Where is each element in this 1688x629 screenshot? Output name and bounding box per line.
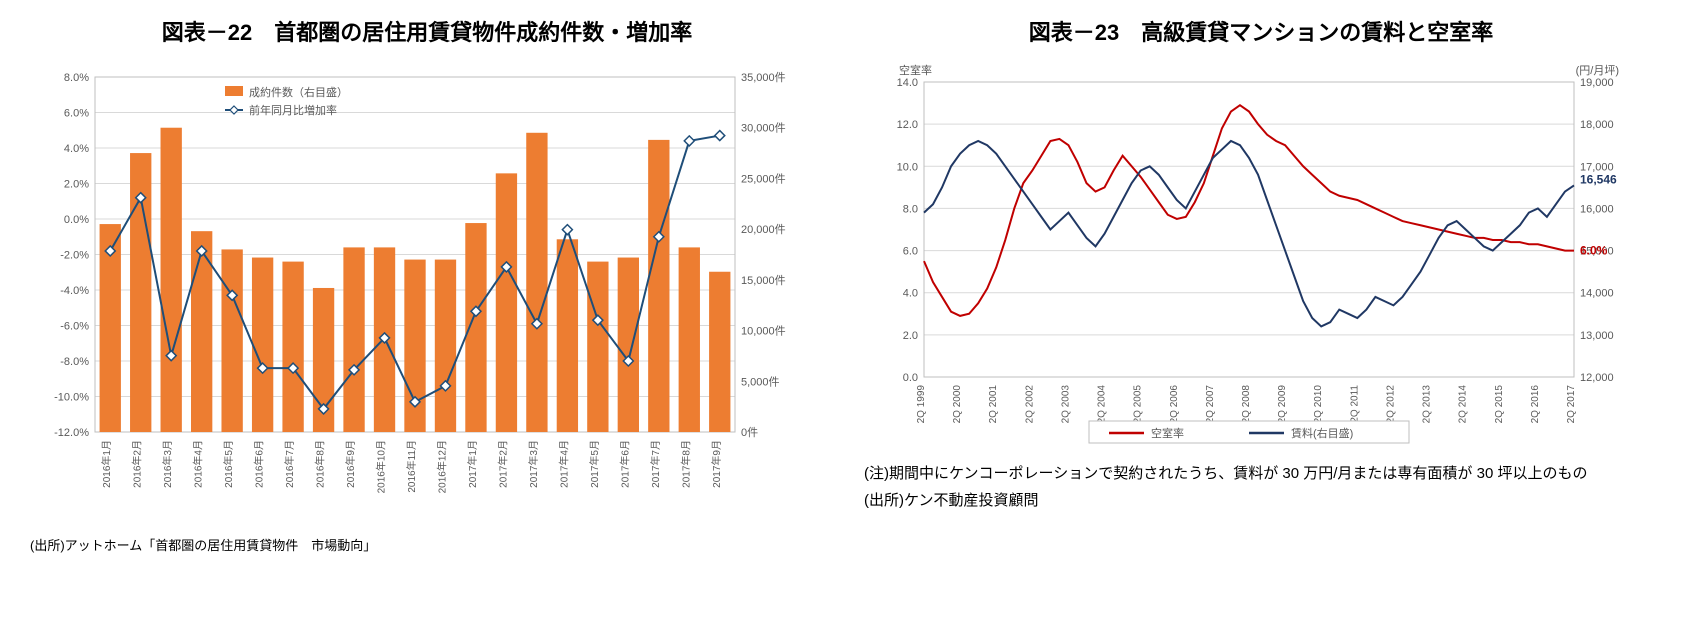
svg-text:2Q 2003: 2Q 2003	[1060, 385, 1071, 424]
svg-text:賃料(右目盛): 賃料(右目盛)	[1291, 426, 1353, 440]
svg-text:2Q 2014: 2Q 2014	[1458, 385, 1469, 424]
svg-text:2Q 2011: 2Q 2011	[1349, 385, 1360, 423]
svg-text:前年同月比増加率: 前年同月比増加率	[249, 103, 337, 117]
right-panel: 図表－23 高級賃貸マンションの賃料と空室率 空室率 (円/月坪) 0.0 2.0 4.…	[864, 15, 1658, 554]
svg-text:10.0: 10.0	[897, 161, 918, 173]
left-chart: -12.0% -10.0% -8.0% -6.0% -4.0% -2.0% 0.0% 2.0%…	[30, 57, 824, 527]
svg-text:18,000: 18,000	[1580, 119, 1614, 131]
right-source: (出所)ケン不動産投資顧問	[864, 490, 1658, 511]
left-source: (出所)アットホーム「首都圏の居住用賃貸物件 市場動向」	[30, 535, 824, 554]
svg-text:2Q 1999: 2Q 1999	[916, 385, 927, 424]
svg-text:2016年11月: 2016年11月	[405, 440, 418, 493]
svg-text:2017年4月: 2017年4月	[557, 440, 570, 488]
svg-text:2016年9月: 2016年9月	[344, 440, 357, 488]
svg-text:2016年4月: 2016年4月	[192, 440, 205, 488]
svg-text:19,000: 19,000	[1580, 77, 1614, 89]
svg-text:-6.0%: -6.0%	[60, 321, 89, 333]
svg-text:35,000件: 35,000件	[741, 71, 786, 84]
svg-text:15,000件: 15,000件	[741, 274, 786, 287]
svg-text:2016年7月: 2016年7月	[283, 440, 296, 488]
svg-text:2Q 2006: 2Q 2006	[1169, 385, 1180, 424]
svg-text:2Q 2016: 2Q 2016	[1530, 385, 1541, 424]
svg-text:2Q 2009: 2Q 2009	[1277, 385, 1288, 424]
svg-text:2Q 2015: 2Q 2015	[1494, 385, 1505, 424]
svg-text:-8.0%: -8.0%	[60, 356, 89, 368]
svg-text:-10.0%: -10.0%	[54, 392, 89, 404]
svg-text:8.0%: 8.0%	[64, 72, 89, 84]
svg-text:0.0%: 0.0%	[64, 214, 89, 226]
svg-text:12.0: 12.0	[897, 119, 918, 131]
svg-text:2Q 2007: 2Q 2007	[1205, 385, 1216, 424]
svg-text:30,000件: 30,000件	[741, 122, 786, 135]
svg-text:13,000: 13,000	[1580, 330, 1614, 342]
svg-text:2017年2月: 2017年2月	[496, 440, 509, 488]
svg-text:0件: 0件	[741, 426, 758, 439]
svg-text:0.0: 0.0	[903, 372, 918, 384]
svg-text:2Q 2013: 2Q 2013	[1422, 385, 1433, 424]
svg-text:2Q 2000: 2Q 2000	[952, 385, 963, 424]
svg-text:空室率: 空室率	[1151, 426, 1184, 440]
svg-text:2016年10月: 2016年10月	[375, 440, 388, 493]
svg-text:2Q 2005: 2Q 2005	[1133, 385, 1144, 424]
svg-text:12,000: 12,000	[1580, 372, 1614, 384]
svg-text:25,000件: 25,000件	[741, 172, 786, 185]
svg-text:-4.0%: -4.0%	[60, 285, 89, 297]
svg-text:-2.0%: -2.0%	[60, 250, 89, 262]
left-panel: 図表－22 首都圏の居住用賃貸物件成約件数・増加率 -12.0% -10.0% -8…	[30, 15, 824, 554]
svg-text:2016年6月: 2016年6月	[253, 440, 266, 488]
svg-text:2016年12月: 2016年12月	[435, 440, 448, 493]
svg-text:10,000件: 10,000件	[741, 325, 786, 338]
svg-text:空室率: 空室率	[899, 63, 932, 77]
svg-text:14.0: 14.0	[897, 77, 918, 89]
svg-text:6.0%: 6.0%	[64, 108, 89, 120]
svg-text:14,000: 14,000	[1580, 288, 1614, 300]
right-note: (注)期間中にケンコーポレーションで契約されたうち、賃料が 30 万円/月または…	[864, 463, 1658, 484]
svg-text:4.0: 4.0	[903, 288, 918, 300]
svg-text:2016年1月: 2016年1月	[100, 440, 113, 488]
svg-text:20,000件: 20,000件	[741, 223, 786, 236]
svg-text:2017年5月: 2017年5月	[588, 440, 601, 488]
svg-text:(円/月坪): (円/月坪)	[1576, 64, 1619, 77]
svg-text:2017年7月: 2017年7月	[649, 440, 662, 488]
left-title: 図表－22 首都圏の居住用賃貸物件成約件数・増加率	[30, 15, 824, 47]
svg-text:6.0%: 6.0%	[1580, 244, 1608, 258]
svg-text:2016年3月: 2016年3月	[161, 440, 174, 488]
svg-text:2016年8月: 2016年8月	[314, 440, 327, 488]
right-title: 図表－23 高級賃貸マンションの賃料と空室率	[864, 15, 1658, 47]
svg-text:5,000件: 5,000件	[741, 375, 780, 388]
svg-text:2016年2月: 2016年2月	[131, 440, 144, 488]
svg-text:2017年1月: 2017年1月	[466, 440, 479, 488]
svg-text:2.0: 2.0	[903, 330, 918, 342]
svg-text:16,546: 16,546	[1580, 172, 1617, 186]
svg-text:16,000: 16,000	[1580, 203, 1614, 215]
right-chart: 空室率 (円/月坪) 0.0 2.0 4.0 6.0 8.0 10.0 12.0 14.0 12,0…	[864, 57, 1658, 457]
svg-text:2Q 2008: 2Q 2008	[1241, 385, 1252, 424]
svg-text:2017年9月: 2017年9月	[710, 440, 723, 488]
svg-text:2Q 2002: 2Q 2002	[1024, 385, 1035, 424]
svg-text:成約件数（右目盛）: 成約件数（右目盛）	[249, 85, 348, 99]
svg-text:2Q 2004: 2Q 2004	[1097, 385, 1108, 424]
svg-text:2Q 2017: 2Q 2017	[1566, 385, 1577, 424]
svg-text:2016年5月: 2016年5月	[222, 440, 235, 488]
svg-text:2Q 2012: 2Q 2012	[1385, 385, 1396, 424]
svg-text:2017年3月: 2017年3月	[527, 440, 540, 488]
svg-text:2Q 2010: 2Q 2010	[1313, 385, 1324, 424]
svg-text:2.0%: 2.0%	[64, 179, 89, 191]
svg-text:-12.0%: -12.0%	[54, 427, 89, 439]
svg-text:6.0: 6.0	[903, 246, 918, 258]
svg-text:2Q 2001: 2Q 2001	[988, 385, 999, 424]
svg-text:8.0: 8.0	[903, 203, 918, 215]
svg-text:2017年6月: 2017年6月	[618, 440, 631, 488]
svg-text:4.0%: 4.0%	[64, 143, 89, 155]
svg-text:2017年8月: 2017年8月	[679, 440, 692, 488]
